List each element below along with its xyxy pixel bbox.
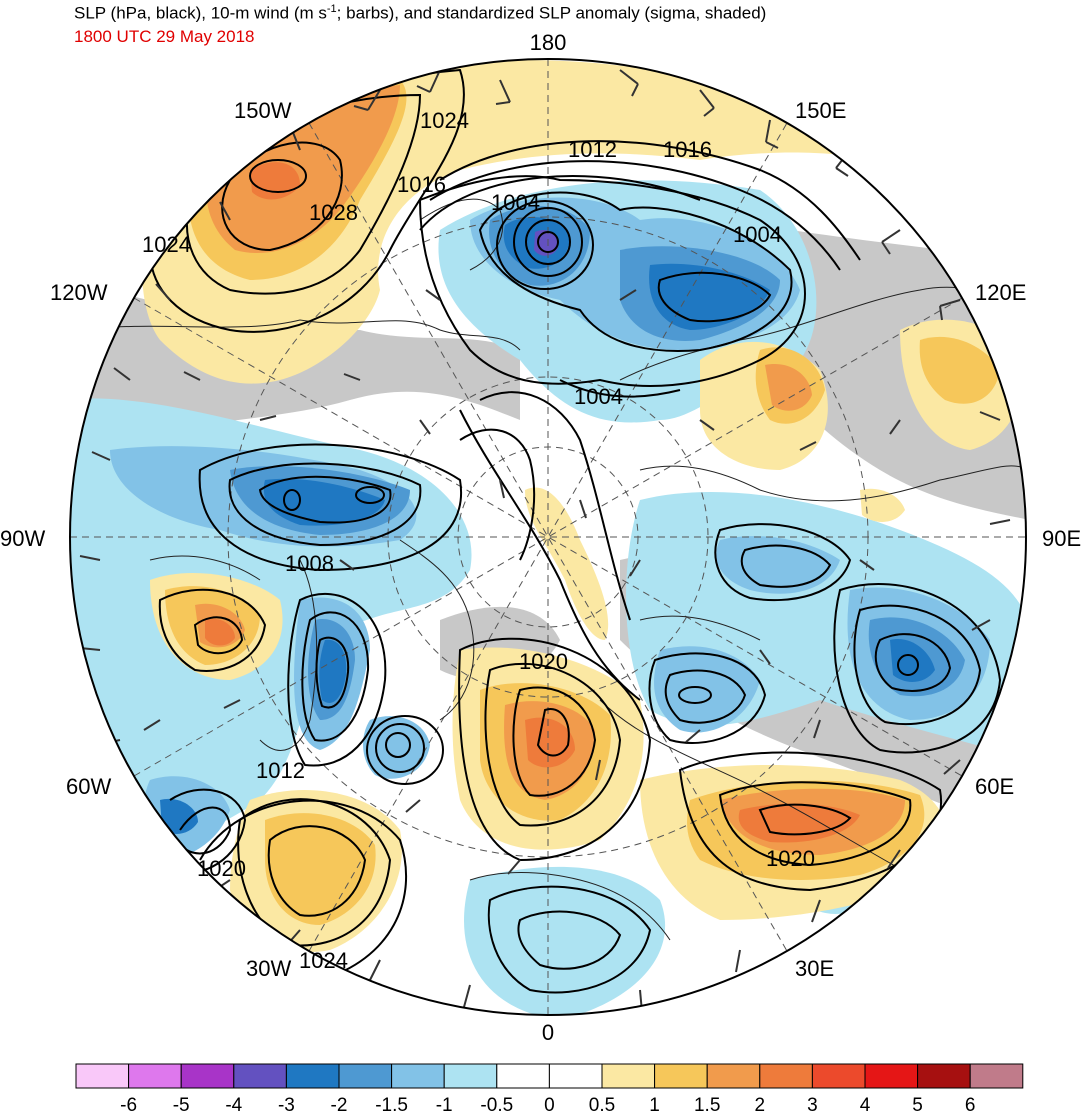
- colorbar-tick-label: -1: [436, 1095, 453, 1112]
- colorbar-tick-label: 1: [649, 1095, 660, 1112]
- lon-label-60w: 60W: [66, 774, 111, 799]
- colorbar-swatch: [443, 1063, 498, 1089]
- colorbar-tick-label: 0.5: [589, 1095, 615, 1112]
- colorbar-tick-label: -3: [278, 1095, 295, 1112]
- isobar-label: 1020: [766, 846, 815, 871]
- colorbar-swatch: [285, 1063, 340, 1089]
- colorbar-swatch: [75, 1063, 130, 1089]
- graticule: [70, 59, 1026, 1015]
- isobar-label: 1028: [309, 200, 358, 225]
- lon-label-0: 0: [542, 1020, 554, 1045]
- lon-label-120e: 120E: [975, 280, 1026, 305]
- colorbar-swatch: [233, 1063, 287, 1089]
- lon-label-120w: 120W: [50, 280, 108, 305]
- longitude-labels: 180 0 90W 90E 120W 150W 150E 120E 60W 30…: [0, 30, 1081, 1045]
- colorbar-tick-label: 3: [807, 1095, 818, 1112]
- colorbar-swatch: [548, 1063, 603, 1089]
- colorbar-swatch: [496, 1063, 550, 1089]
- anomaly-colorbar: -6 -5 -4 -3 -2 -1.5 -1 -0.5 0 0.5 1 1.5 2 3 4 5 6: [75, 1063, 1024, 1112]
- lon-label-90e: 90E: [1042, 526, 1081, 551]
- colorbar-tick-label: 4: [860, 1095, 871, 1112]
- isobar-label: 1008: [285, 551, 334, 576]
- isobar-label: 1012: [568, 137, 617, 162]
- isobar-label: 1024: [142, 232, 191, 257]
- lon-label-150e: 150E: [795, 98, 846, 123]
- isobar-label: 1004: [733, 222, 782, 247]
- lon-label-60e: 60E: [975, 774, 1014, 799]
- colorbar-swatch: [391, 1063, 445, 1089]
- colorbar-swatch: [917, 1063, 971, 1089]
- isobar-label: 1024: [420, 108, 469, 133]
- colorbar-swatch: [180, 1063, 235, 1089]
- colorbar-tick-label: -5: [173, 1095, 190, 1112]
- colorbar-tick-label: -2: [331, 1095, 348, 1112]
- isobar-label: 1016: [397, 172, 446, 197]
- colorbar-swatch: [128, 1063, 182, 1089]
- colorbar-swatch: [601, 1063, 656, 1089]
- colorbar-tick-label: -6: [120, 1095, 137, 1112]
- isobar-label: 1016: [663, 137, 712, 162]
- colorbar-tick-label: 0: [544, 1095, 555, 1112]
- isobar-label: 1004: [574, 384, 623, 409]
- isobar-label: 1020: [519, 649, 568, 674]
- isobar-label: 1012: [256, 758, 305, 783]
- isobars: [148, 68, 1002, 994]
- colorbar-tick-label: 5: [912, 1095, 923, 1112]
- colorbar-tick-label: -1.5: [375, 1095, 408, 1112]
- isobar-labels: 1024 1012 1016 1016 1028 1004 1004 1024 …: [142, 108, 815, 973]
- coastlines: [79, 198, 1026, 941]
- isobar-label: 1004: [491, 190, 540, 215]
- map-valid-time: 1800 UTC 29 May 2018: [74, 27, 255, 46]
- isobar-label: 1020: [197, 856, 246, 881]
- colorbar-tick-label: -4: [225, 1095, 242, 1112]
- colorbar-tick-label: 1.5: [694, 1095, 720, 1112]
- colorbar-swatch: [969, 1063, 1024, 1089]
- lon-label-150w: 150W: [234, 98, 292, 123]
- isobar-label: 1024: [299, 948, 348, 973]
- colorbar-tick-label: 6: [965, 1095, 976, 1112]
- map-title: SLP (hPa, black), 10-m wind (m s-1; barb…: [74, 3, 767, 23]
- lon-label-180: 180: [530, 30, 567, 55]
- lon-label-30e: 30E: [795, 956, 834, 981]
- colorbar-swatch: [759, 1063, 813, 1089]
- map-boundary: [69, 58, 1027, 1016]
- colorbar-tick-label: 2: [755, 1095, 766, 1112]
- colorbar-swatch: [864, 1063, 919, 1089]
- colorbar-swatch: [811, 1063, 866, 1089]
- lon-label-30w: 30W: [246, 956, 291, 981]
- colorbar-swatch: [706, 1063, 761, 1089]
- colorbar-swatch: [654, 1063, 708, 1089]
- colorbar-swatch: [338, 1063, 393, 1089]
- colorbar-tick-label: -0.5: [480, 1095, 513, 1112]
- lon-label-90w: 90W: [0, 526, 45, 551]
